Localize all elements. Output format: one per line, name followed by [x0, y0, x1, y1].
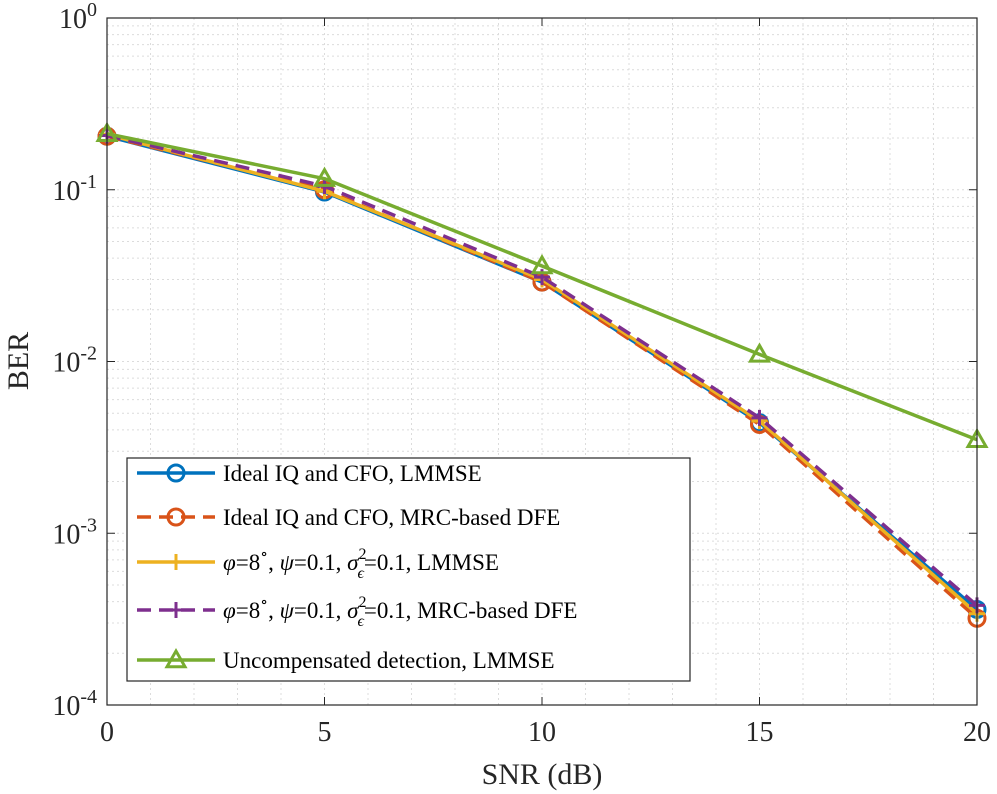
data-point — [168, 554, 184, 570]
x-tick-label: 5 — [318, 717, 332, 748]
series-layer — [95, 121, 989, 628]
data-point — [751, 409, 768, 426]
legend-label: Ideal IQ and CFO, LMMSE — [223, 461, 482, 486]
x-axis-label: SNR (dB) — [482, 758, 603, 791]
x-tick-label: 20 — [963, 717, 991, 748]
ticks: 0 5 10 15 20 10-4 10-3 10-2 10-1 100 — [52, 0, 991, 748]
data-point — [168, 602, 184, 618]
legend-box — [126, 457, 691, 682]
legend: Ideal IQ and CFO, LMMSE Ideal IQ and CFO,… — [126, 457, 691, 682]
legend-entry: φ=8∘, ψ=0.1, σ2 ϵ=0.1, LMMSE — [137, 546, 499, 582]
legend-entry: Uncompensated detection, LMMSE — [137, 647, 555, 673]
data-point — [530, 253, 554, 275]
data-point — [747, 342, 772, 363]
data-point — [166, 463, 186, 483]
legend-label: Uncompensated detection, LMMSE — [223, 648, 555, 673]
y-tick-label: 10-1 — [52, 171, 97, 207]
x-tick-label: 15 — [746, 717, 774, 748]
y-axis-label: BER — [2, 332, 35, 390]
data-point — [312, 166, 337, 187]
legend-label: φ=8∘, ψ=0.1, σ2 ϵ=0.1, MRC-based DFE — [223, 594, 577, 630]
legend-entry: Ideal IQ and CFO, MRC-based DFE — [137, 505, 560, 530]
legend-label: φ=8∘, ψ=0.1, σ2 ϵ=0.1, LMMSE — [223, 546, 499, 582]
legend-entry: φ=8∘, ψ=0.1, σ2 ϵ=0.1, MRC-based DFE — [137, 594, 577, 630]
data-point — [166, 507, 186, 527]
y-tick-label: 10-4 — [52, 686, 97, 722]
x-tick-label: 10 — [528, 717, 556, 748]
y-tick-label: 10-3 — [52, 514, 97, 550]
legend-label: Ideal IQ and CFO, MRC-based DFE — [223, 505, 560, 530]
y-tick-label: 10-2 — [52, 343, 97, 379]
series-line — [106, 134, 979, 620]
series-line — [106, 131, 978, 442]
data-point — [164, 647, 188, 669]
legend-entry: Ideal IQ and CFO, LMMSE — [137, 461, 482, 486]
y-tick-label: 100 — [59, 0, 97, 35]
x-tick-label: 0 — [100, 717, 114, 748]
